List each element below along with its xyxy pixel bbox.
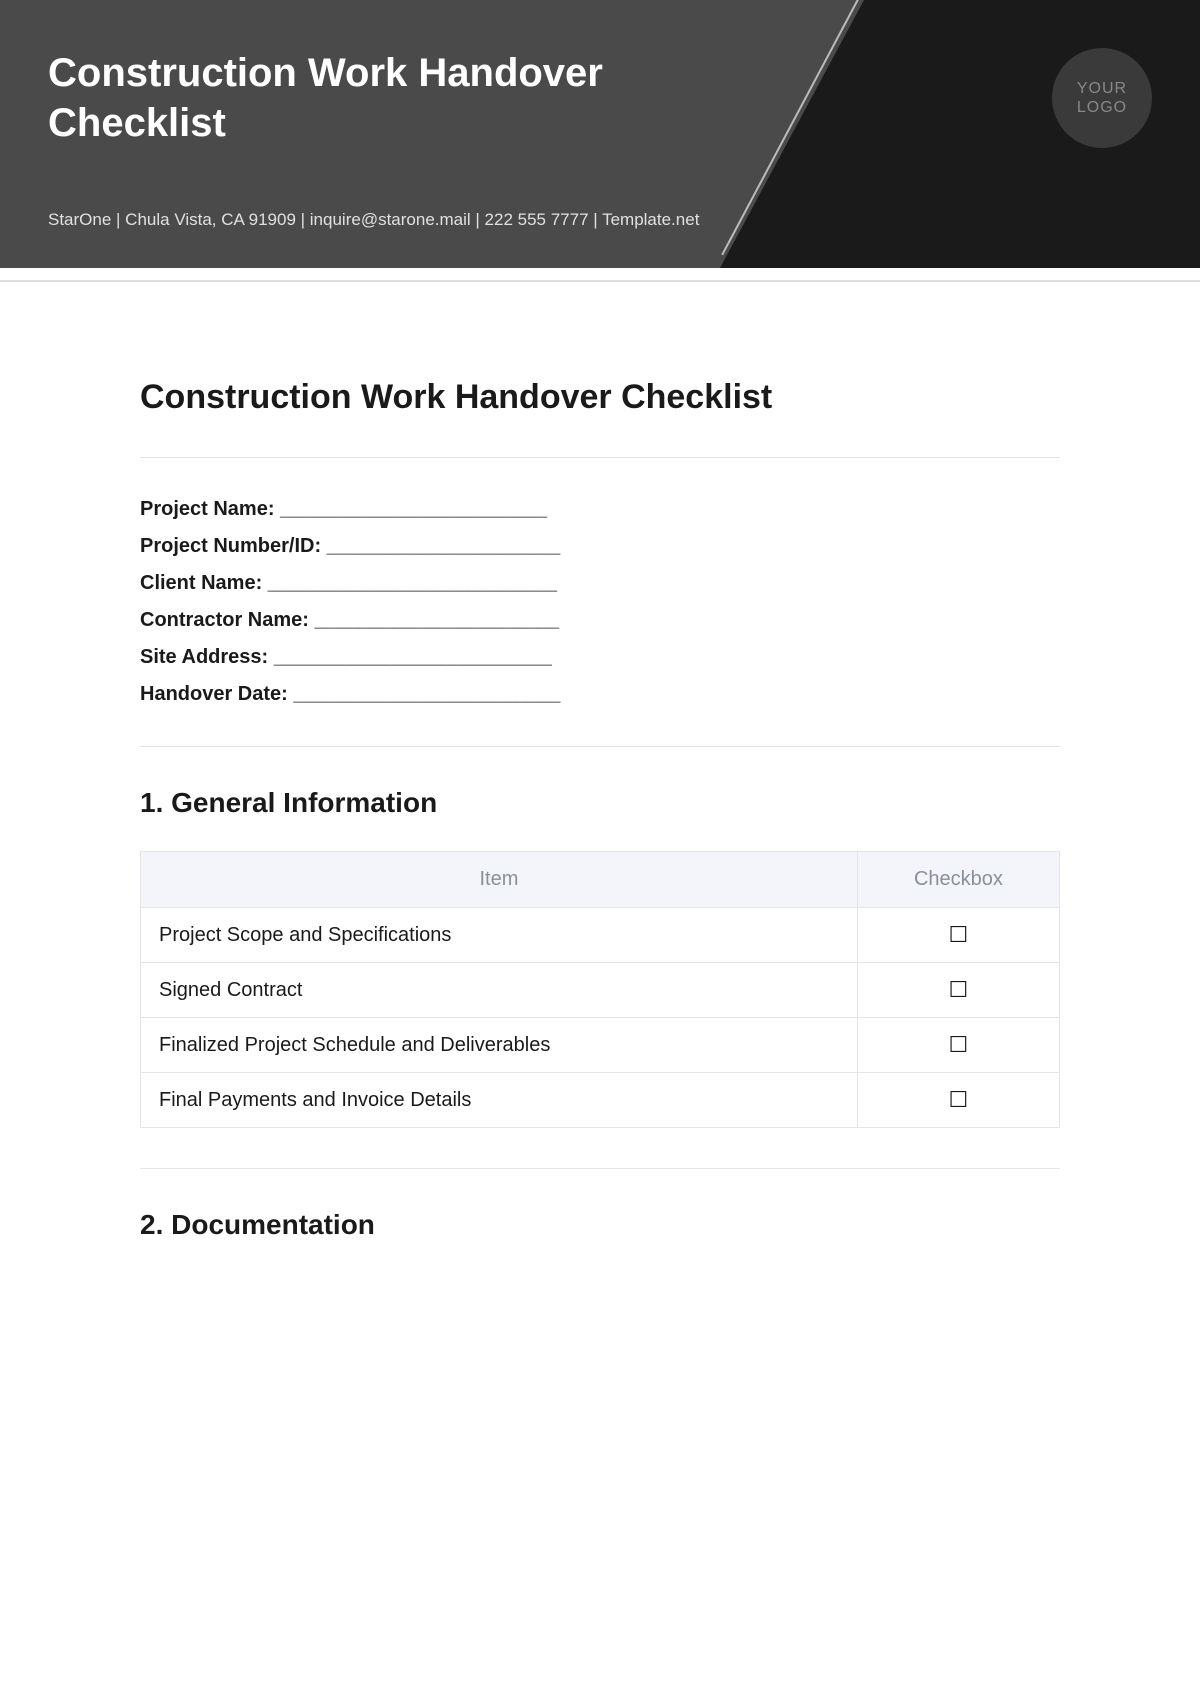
header-bottom-divider <box>0 280 1200 282</box>
field-site-address: Site Address: _________________________ <box>140 646 1060 669</box>
table-row: Project Scope and Specifications ☐ <box>141 908 1060 963</box>
table-row: Final Payments and Invoice Details ☐ <box>141 1073 1060 1128</box>
field-project-name: Project Name: ________________________ <box>140 498 1060 521</box>
table-row: Finalized Project Schedule and Deliverab… <box>141 1018 1060 1073</box>
header-banner: Construction Work Handover Checklist Sta… <box>0 0 1200 268</box>
checkbox-cell[interactable]: ☐ <box>857 1018 1059 1073</box>
project-fields: Project Name: ________________________ P… <box>140 498 1060 706</box>
header-title: Construction Work Handover Checklist <box>48 48 748 148</box>
item-cell: Final Payments and Invoice Details <box>141 1073 858 1128</box>
divider <box>140 457 1060 458</box>
header-company-info: StarOne | Chula Vista, CA 91909 | inquir… <box>48 210 699 230</box>
section-2-title: 2. Documentation <box>140 1209 1060 1241</box>
table-header-checkbox: Checkbox <box>857 852 1059 908</box>
divider <box>140 1168 1060 1169</box>
section-1-title: 1. General Information <box>140 787 1060 819</box>
item-cell: Signed Contract <box>141 963 858 1018</box>
item-cell: Project Scope and Specifications <box>141 908 858 963</box>
document-title: Construction Work Handover Checklist <box>140 378 1060 417</box>
field-contractor-name: Contractor Name: ______________________ <box>140 609 1060 632</box>
logo-placeholder: YOUR LOGO <box>1052 48 1152 148</box>
field-project-number: Project Number/ID: _____________________ <box>140 535 1060 558</box>
checkbox-cell[interactable]: ☐ <box>857 963 1059 1018</box>
divider <box>140 746 1060 747</box>
general-information-table: Item Checkbox Project Scope and Specific… <box>140 851 1060 1128</box>
document-content: Construction Work Handover Checklist Pro… <box>0 268 1200 1241</box>
field-handover-date: Handover Date: ________________________ <box>140 683 1060 706</box>
checkbox-cell[interactable]: ☐ <box>857 908 1059 963</box>
item-cell: Finalized Project Schedule and Deliverab… <box>141 1018 858 1073</box>
field-client-name: Client Name: __________________________ <box>140 572 1060 595</box>
checkbox-cell[interactable]: ☐ <box>857 1073 1059 1128</box>
logo-text: YOUR LOGO <box>1077 79 1127 117</box>
table-header-item: Item <box>141 852 858 908</box>
table-row: Signed Contract ☐ <box>141 963 1060 1018</box>
